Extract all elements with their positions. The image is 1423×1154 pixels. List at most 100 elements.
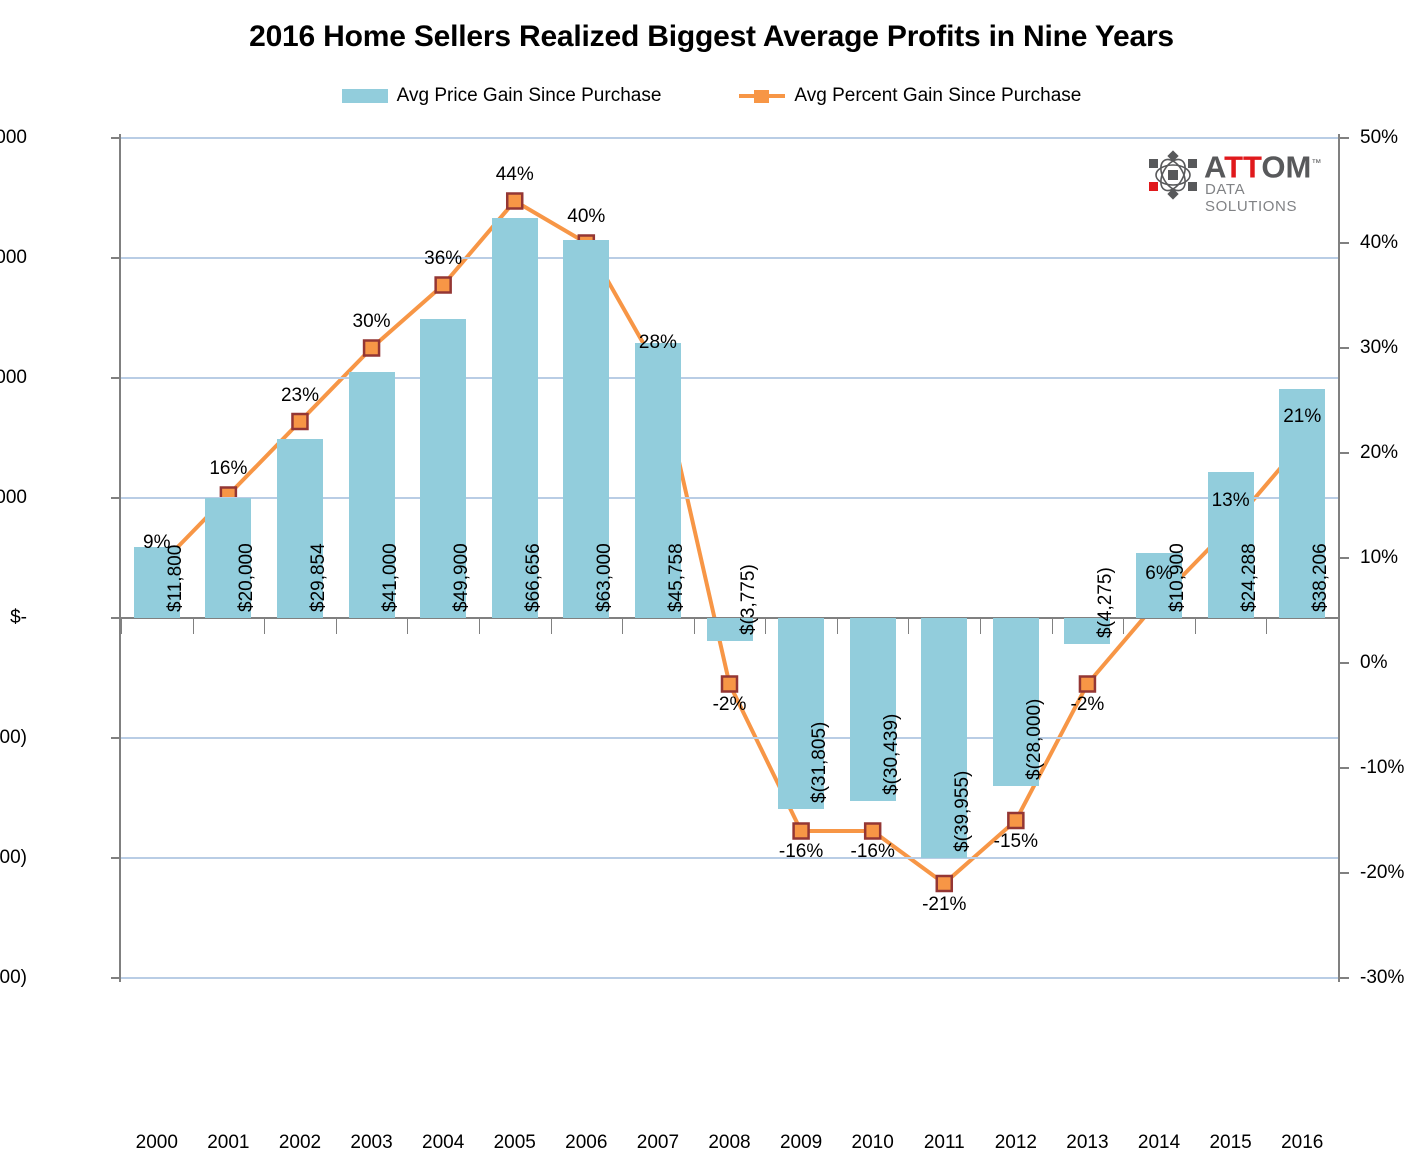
x-axis-tick-label: 2012 [994, 1132, 1037, 1153]
line-value-label: -2% [712, 694, 747, 715]
bar[interactable] [706, 618, 753, 641]
bar[interactable] [921, 618, 968, 858]
line-marker[interactable] [291, 412, 309, 431]
line-value-label: 36% [424, 248, 463, 269]
x-axis-tick-label: 2013 [1066, 1132, 1109, 1153]
left-axis-tick [111, 977, 120, 979]
category-tick [1266, 618, 1268, 634]
bar[interactable] [634, 343, 681, 618]
line-value-label: -2% [1070, 694, 1105, 715]
line-marker[interactable] [935, 874, 954, 893]
gridline [121, 497, 1338, 499]
x-axis-tick-label: 2009 [779, 1132, 823, 1153]
legend-swatch-line-icon [739, 88, 786, 104]
x-axis-tick-label: 2008 [708, 1132, 751, 1153]
left-axis-tick-label: $20,000 [0, 487, 27, 508]
legend-item-percent-gain[interactable]: Avg Percent Gain Since Purchase [739, 85, 1081, 107]
gridline [121, 737, 1338, 739]
category-tick [622, 618, 624, 634]
line-value-label: -16% [778, 841, 824, 862]
category-tick [765, 618, 767, 634]
right-axis-tick [1340, 767, 1349, 769]
bar-value-label: $(3,775) [737, 563, 759, 635]
right-axis-tick-label: 10% [1360, 547, 1399, 568]
legend-label-percent-gain: Avg Percent Gain Since Purchase [794, 85, 1082, 106]
left-axis-tick-label: $- [10, 607, 27, 628]
category-tick [192, 618, 194, 634]
line-marker[interactable] [863, 822, 882, 840]
bar[interactable] [1207, 472, 1254, 618]
line-value-label: 28% [638, 332, 677, 353]
bar[interactable] [348, 372, 395, 618]
attom-logo: ATTOM™ DATA SOLUTIONS [1148, 148, 1338, 215]
line-value-label: -21% [922, 893, 967, 915]
x-axis-tick-label: 2002 [278, 1132, 322, 1153]
right-axis-tick [1340, 557, 1349, 559]
category-tick [407, 618, 409, 634]
line-marker[interactable] [792, 822, 810, 840]
line-marker[interactable] [1007, 811, 1025, 830]
x-axis-tick-label: 2001 [207, 1132, 250, 1153]
legend-item-price-gain[interactable]: Avg Price Gain Since Purchase [341, 85, 662, 107]
line-value-label: 23% [280, 384, 319, 406]
right-axis-tick [1340, 452, 1349, 454]
bar-value-label: $(28,000) [1023, 698, 1045, 780]
bar[interactable] [1064, 618, 1111, 644]
bar[interactable] [491, 218, 538, 618]
x-axis-tick-label: 2003 [350, 1132, 393, 1153]
right-axis-tick-label: 50% [1360, 127, 1399, 148]
left-axis-tick-label: $40,000 [0, 367, 27, 388]
line-value-label: -16% [850, 841, 895, 862]
bar[interactable] [133, 547, 180, 618]
line-marker[interactable] [362, 339, 381, 357]
left-axis-tick-label: $(60,000) [0, 967, 27, 988]
chart-title: 2016 Home Sellers Realized Biggest Avera… [249, 20, 1174, 53]
line-marker[interactable] [505, 192, 524, 210]
x-axis-tick-label: 2011 [923, 1132, 965, 1153]
category-tick [980, 618, 982, 634]
bar-value-label: $(4,275) [1095, 566, 1117, 638]
line-value-label: 9% [143, 531, 171, 553]
line-marker[interactable] [1078, 675, 1097, 693]
line-marker[interactable] [720, 675, 739, 693]
gridline [121, 137, 1338, 139]
bar-value-label: $11,800 [164, 544, 186, 612]
bar[interactable] [1279, 388, 1326, 618]
legend-label-price-gain: Avg Price Gain Since Purchase [396, 85, 662, 106]
bar-value-label: $24,288 [1238, 543, 1260, 612]
bar[interactable] [276, 438, 323, 618]
gridline [121, 977, 1338, 979]
x-axis-tick-label: 2007 [636, 1132, 680, 1153]
bar-value-label: $20,000 [236, 543, 258, 612]
bar[interactable] [563, 240, 610, 618]
right-axis-tick-label: -30% [1360, 967, 1405, 988]
bar[interactable] [849, 618, 896, 801]
right-axis-tick-label: -20% [1360, 862, 1405, 883]
x-axis-tick-label: 2015 [1209, 1132, 1252, 1153]
line-value-label: 13% [1211, 489, 1250, 511]
category-tick [478, 618, 480, 634]
left-axis-tick-label: $80,000 [0, 127, 27, 148]
category-tick [836, 618, 838, 634]
line-value-label: 30% [352, 311, 391, 332]
bar[interactable] [992, 618, 1039, 786]
right-axis-line [1338, 134, 1340, 982]
x-axis-tick-label: 2005 [493, 1132, 536, 1153]
line-marker[interactable] [434, 276, 452, 294]
right-axis-tick [1340, 242, 1349, 244]
bar[interactable] [778, 618, 825, 809]
left-axis-tick [111, 257, 120, 259]
x-axis-tick-label: 2000 [135, 1132, 178, 1153]
plot-area: $80,000 $60,000 $40,000 $20,000 $- $(20,000) $… [0, 127, 1404, 1153]
x-axis-tick-label: 2010 [851, 1132, 894, 1153]
bar[interactable] [420, 318, 467, 618]
left-axis-tick [111, 617, 120, 619]
right-axis-tick-label: 30% [1360, 337, 1399, 358]
bar-value-label: $49,900 [451, 543, 473, 612]
attom-wordmark: ATTOM™ [1204, 149, 1322, 185]
category-tick [693, 618, 695, 634]
category-tick [1123, 618, 1125, 634]
bar[interactable] [1136, 552, 1183, 618]
line-value-label: 6% [1145, 563, 1173, 584]
bar[interactable] [205, 498, 252, 618]
